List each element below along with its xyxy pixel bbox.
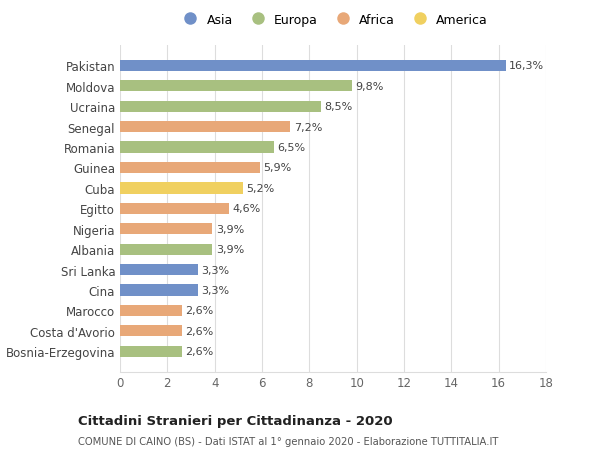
Text: 7,2%: 7,2% xyxy=(294,123,322,132)
Bar xyxy=(120,183,243,194)
Bar xyxy=(120,224,212,235)
Bar xyxy=(120,325,182,336)
Bar xyxy=(120,61,506,72)
Text: 8,5%: 8,5% xyxy=(325,102,353,112)
Text: 3,9%: 3,9% xyxy=(216,245,244,255)
Text: 2,6%: 2,6% xyxy=(185,326,214,336)
Bar xyxy=(120,101,321,112)
Bar xyxy=(120,305,182,316)
Text: 3,3%: 3,3% xyxy=(202,285,230,295)
Bar xyxy=(120,346,182,357)
Bar xyxy=(120,285,198,296)
Text: 4,6%: 4,6% xyxy=(232,204,260,214)
Bar xyxy=(120,142,274,153)
Text: 6,5%: 6,5% xyxy=(277,143,305,153)
Text: 3,3%: 3,3% xyxy=(202,265,230,275)
Text: 2,6%: 2,6% xyxy=(185,347,214,356)
Bar xyxy=(120,203,229,214)
Legend: Asia, Europa, Africa, America: Asia, Europa, Africa, America xyxy=(174,10,492,30)
Bar xyxy=(120,162,260,174)
Text: 5,9%: 5,9% xyxy=(263,163,292,173)
Text: 16,3%: 16,3% xyxy=(509,62,544,71)
Bar xyxy=(120,81,352,92)
Text: 3,9%: 3,9% xyxy=(216,224,244,234)
Text: Cittadini Stranieri per Cittadinanza - 2020: Cittadini Stranieri per Cittadinanza - 2… xyxy=(78,414,392,428)
Text: 5,2%: 5,2% xyxy=(247,184,275,194)
Bar xyxy=(120,264,198,275)
Text: 2,6%: 2,6% xyxy=(185,306,214,316)
Text: 9,8%: 9,8% xyxy=(355,82,384,92)
Text: COMUNE DI CAINO (BS) - Dati ISTAT al 1° gennaio 2020 - Elaborazione TUTTITALIA.I: COMUNE DI CAINO (BS) - Dati ISTAT al 1° … xyxy=(78,437,499,446)
Bar xyxy=(120,244,212,255)
Bar xyxy=(120,122,290,133)
